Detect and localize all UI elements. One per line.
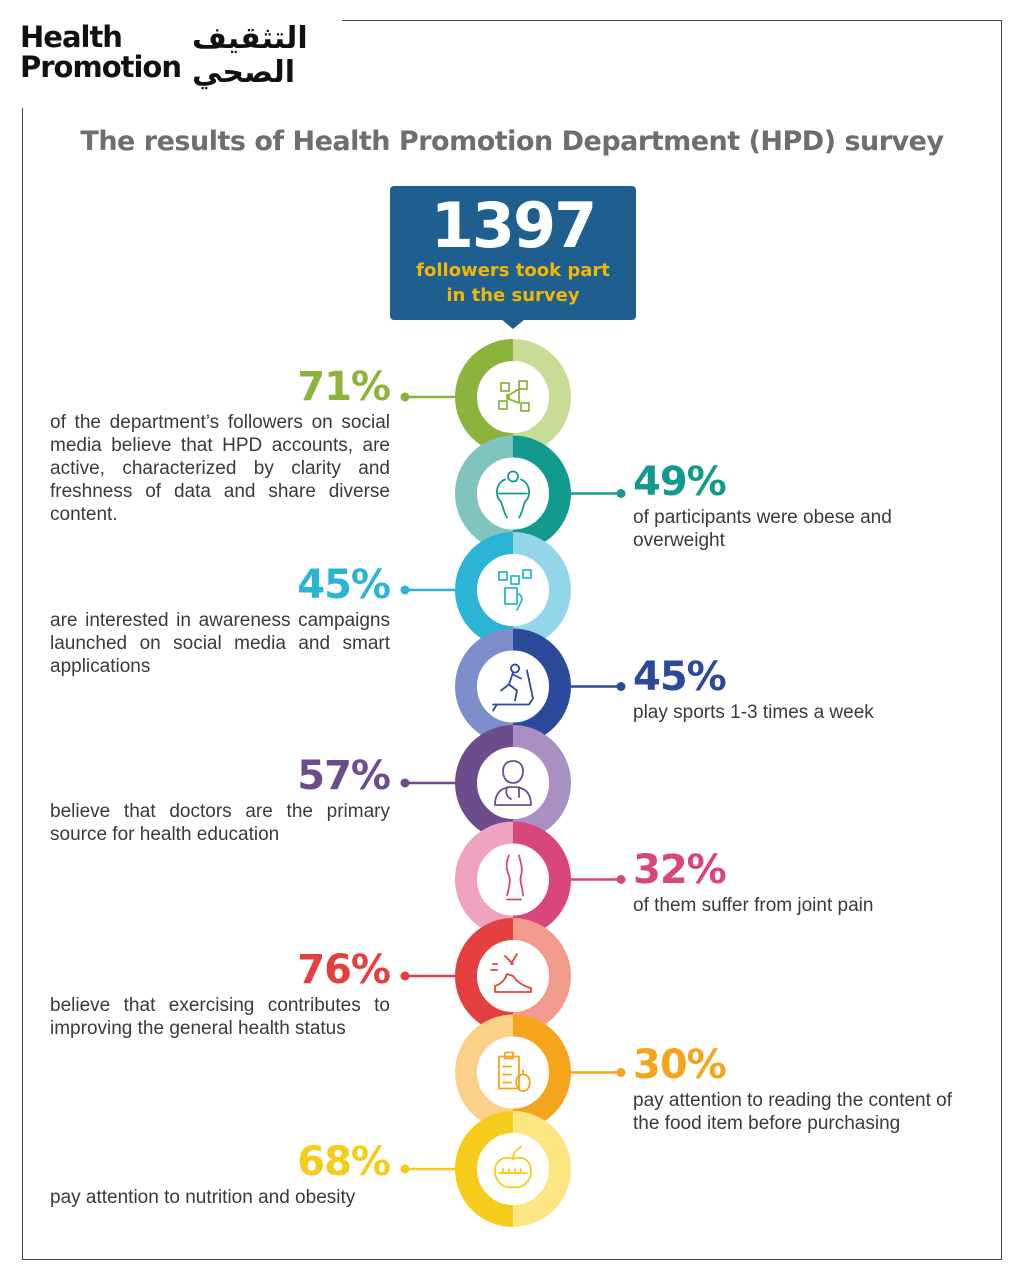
stat-description: believe that exercising contributes to i… bbox=[50, 995, 390, 1039]
ring-4 bbox=[455, 628, 626, 745]
logo-english-text: Health Promotion bbox=[20, 20, 182, 84]
connector-dot bbox=[400, 778, 410, 788]
stat-percent: 71% bbox=[297, 364, 391, 410]
ring-2 bbox=[455, 435, 626, 552]
stat-item-2: 49% of participants were obese and overwe… bbox=[633, 460, 983, 552]
page-title: The results of Health Promotion Departme… bbox=[80, 126, 944, 157]
stat-item-9: 68% pay attention to nutrition and obesit… bbox=[50, 1139, 391, 1209]
connector-dot bbox=[400, 971, 410, 981]
doctor-icon bbox=[494, 760, 532, 806]
stat-percent: 30% bbox=[633, 1042, 727, 1088]
stat-item-4: 45% play sports 1-3 times a week bbox=[633, 655, 983, 724]
stat-description: play sports 1-3 times a week bbox=[633, 702, 874, 723]
ring-6 bbox=[455, 821, 626, 938]
connector-dot bbox=[400, 392, 410, 402]
logo-arabic-text: التثقيف الصحي bbox=[192, 22, 308, 90]
logo-arabic-line-1: التثقيف bbox=[192, 21, 308, 56]
callout-pointer bbox=[501, 319, 525, 329]
connector-dot bbox=[616, 489, 626, 498]
connector-dot bbox=[616, 875, 626, 884]
ring-3 bbox=[400, 532, 571, 648]
ring-right-half bbox=[512, 1111, 571, 1227]
stat-percent: 45% bbox=[633, 654, 727, 700]
stat-percent: 76% bbox=[297, 947, 391, 993]
stat-description: pay attention to nutrition and obesity bbox=[50, 1187, 356, 1208]
stat-item-6: 32% of them suffer from joint pain bbox=[633, 848, 983, 917]
logo-arabic-line-2: الصحي bbox=[192, 55, 296, 90]
stat-description: of the department’s followers on social … bbox=[50, 412, 390, 525]
stat-percent: 49% bbox=[633, 459, 727, 505]
logo-background bbox=[14, 12, 342, 108]
running-shoe-icon bbox=[490, 953, 532, 993]
stat-item-8: 30% pay attention to reading the content … bbox=[633, 1043, 983, 1135]
stat-description: of participants were obese and overweigh… bbox=[633, 507, 892, 551]
social-media-megaphone-icon bbox=[498, 380, 530, 412]
participants-caption: followers took part in the survey bbox=[416, 260, 610, 306]
logo-line-promotion: Promotion bbox=[20, 50, 182, 84]
stat-description: of them suffer from joint pain bbox=[633, 895, 874, 916]
ring-center bbox=[478, 844, 548, 915]
ring-5 bbox=[400, 725, 571, 841]
ring-center bbox=[478, 555, 548, 625]
connector-dot bbox=[616, 682, 626, 691]
knee-joint-icon bbox=[505, 854, 524, 901]
stat-percent: 57% bbox=[297, 753, 391, 799]
stat-item-1: 71% of the department’s followers on soci… bbox=[50, 364, 391, 526]
ring-8 bbox=[455, 1014, 626, 1131]
stat-item-7: 76% believe that exercising contributes t… bbox=[50, 947, 391, 1040]
stat-description: are interested in awareness campaigns la… bbox=[50, 610, 390, 677]
connector-dot bbox=[616, 1068, 626, 1077]
participants-number: 1397 bbox=[430, 189, 598, 262]
participants-callout: 1397 followers took part in the survey bbox=[390, 186, 636, 320]
ring-9 bbox=[400, 1111, 571, 1227]
ring-left-half bbox=[455, 1111, 514, 1227]
stat-item-5: 57% believe that doctors are the primary … bbox=[50, 753, 391, 846]
stat-description: believe that doctors are the primary sou… bbox=[50, 801, 390, 845]
stat-percent: 45% bbox=[297, 562, 391, 608]
ring-1 bbox=[400, 339, 571, 455]
smartphone-apps-icon bbox=[498, 569, 532, 611]
treadmill-runner-icon bbox=[492, 663, 534, 712]
logo-line-health: Health bbox=[20, 20, 123, 54]
ring-center bbox=[478, 1134, 548, 1204]
connector-dot bbox=[400, 585, 410, 595]
ring-7 bbox=[400, 918, 571, 1034]
stat-percent: 32% bbox=[633, 847, 727, 893]
apple-tape-icon bbox=[494, 1146, 532, 1189]
stat-percent: 68% bbox=[297, 1139, 391, 1185]
stat-description: pay attention to reading the content of … bbox=[633, 1090, 953, 1134]
page-frame bbox=[22, 20, 1002, 1260]
clipboard-apple-icon bbox=[498, 1051, 531, 1092]
ring-center bbox=[478, 1037, 548, 1108]
ring-center bbox=[478, 362, 548, 432]
connector-dot bbox=[400, 1164, 410, 1174]
stat-item-3: 45% are interested in awareness campaigns… bbox=[50, 562, 391, 678]
health-promotion-logo: Health Promotion التثقيف الصحي bbox=[20, 22, 338, 100]
obese-person-icon bbox=[496, 470, 530, 519]
